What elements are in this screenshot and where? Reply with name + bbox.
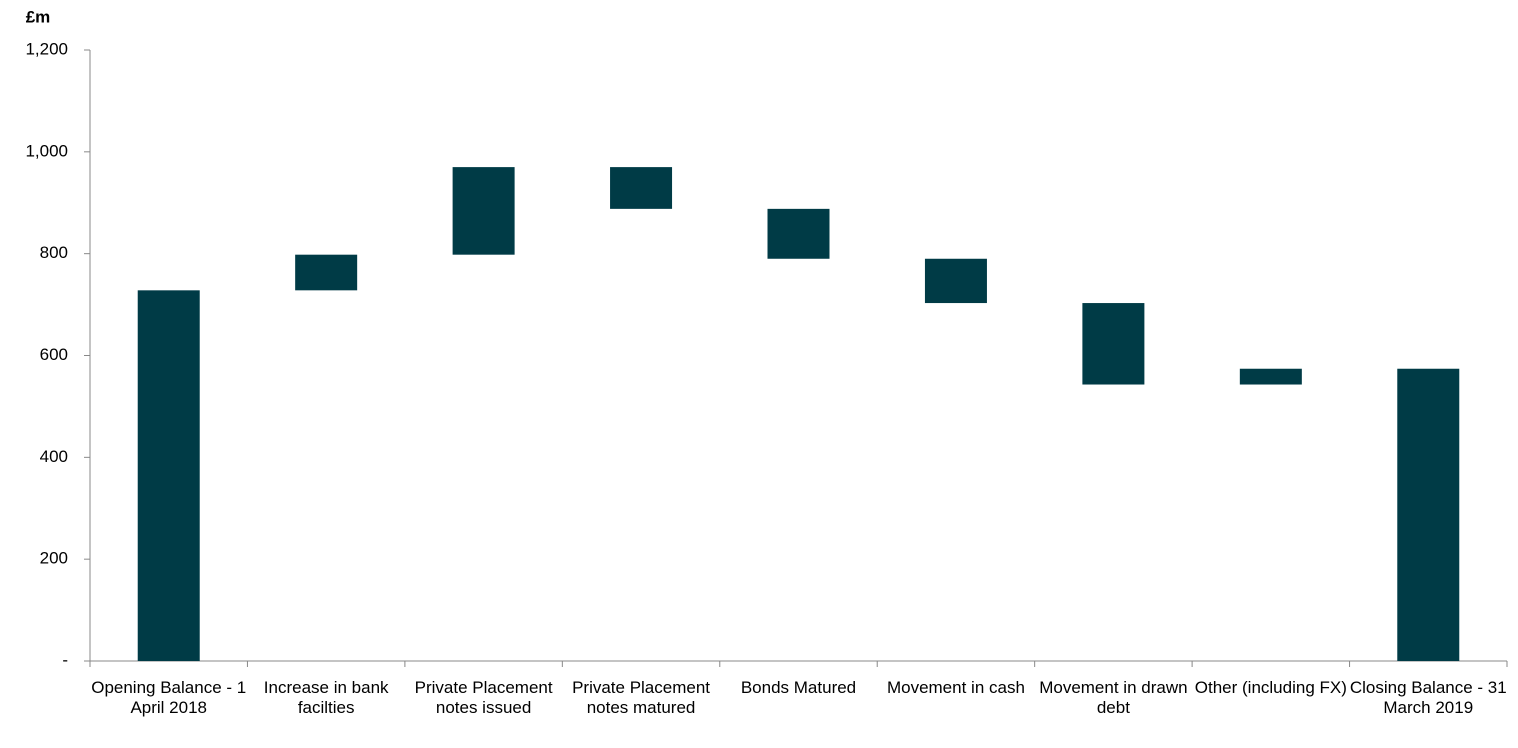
y-tick-label: 800 bbox=[40, 243, 68, 262]
x-tick-label: Other (including FX) bbox=[1194, 678, 1347, 697]
y-tick-label: 600 bbox=[40, 345, 68, 364]
x-tick-label: Private Placement notes issued bbox=[414, 678, 553, 717]
bar bbox=[452, 167, 515, 255]
bar bbox=[1397, 368, 1460, 661]
x-tick-label: Opening Balance - 1 April 2018 bbox=[91, 678, 247, 717]
x-tick-label: Private Placement notes matured bbox=[572, 678, 711, 717]
x-tick-label: Increase in bank facilties bbox=[263, 678, 389, 717]
bar bbox=[295, 254, 358, 291]
bar bbox=[610, 167, 673, 209]
bar bbox=[1082, 303, 1145, 385]
x-tick-label: Movement in drawn debt bbox=[1039, 678, 1188, 717]
y-axis-label: £m bbox=[26, 7, 51, 26]
bar bbox=[1239, 368, 1302, 385]
bar bbox=[767, 208, 830, 259]
y-tick-label: 1,200 bbox=[25, 39, 68, 58]
y-tick-label: 400 bbox=[40, 447, 68, 466]
x-tick-label: Closing Balance - 31 March 2019 bbox=[1349, 678, 1507, 717]
x-tick-label: Bonds Matured bbox=[740, 678, 857, 697]
bar bbox=[137, 290, 200, 661]
bar bbox=[924, 258, 987, 304]
x-tick-label: Movement in cash bbox=[886, 678, 1025, 697]
y-tick-label: 200 bbox=[40, 549, 68, 568]
y-tick-label: - bbox=[62, 650, 68, 669]
y-tick-label: 1,000 bbox=[25, 141, 68, 160]
